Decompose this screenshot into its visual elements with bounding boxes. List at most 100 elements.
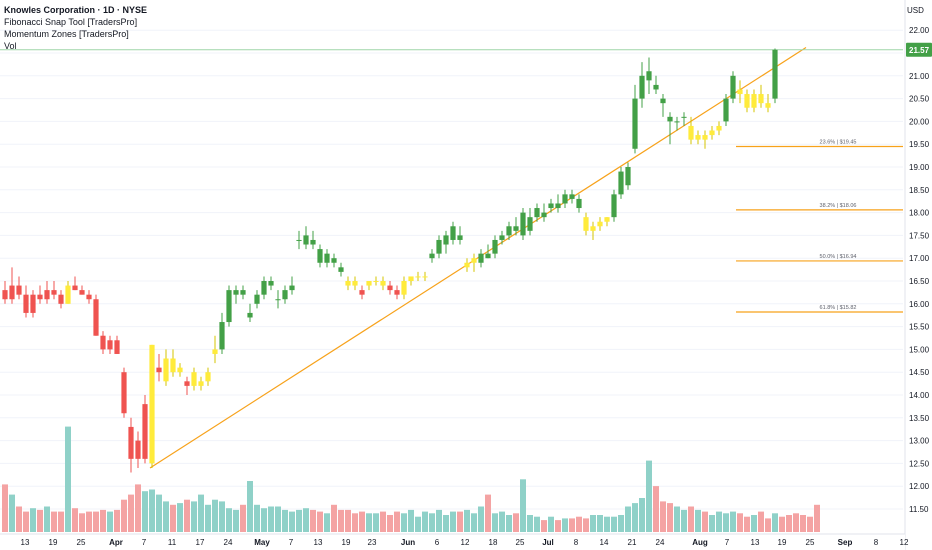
candle[interactable] xyxy=(548,198,554,213)
candle[interactable] xyxy=(415,271,421,281)
candle[interactable] xyxy=(2,281,8,304)
candle[interactable] xyxy=(121,367,127,418)
candle[interactable] xyxy=(436,235,442,259)
candle[interactable] xyxy=(219,312,225,354)
candle[interactable] xyxy=(198,376,204,391)
candle[interactable] xyxy=(135,431,141,468)
symbol-title[interactable]: Knowles Corporation · 1D · NYSE xyxy=(4,5,148,15)
candle[interactable] xyxy=(688,116,694,145)
candle[interactable] xyxy=(443,230,449,254)
last-price-tag[interactable] xyxy=(906,42,932,57)
candle[interactable] xyxy=(79,285,85,295)
candle[interactable] xyxy=(674,116,680,131)
candle[interactable] xyxy=(373,276,379,286)
candle[interactable] xyxy=(212,335,218,364)
candle[interactable] xyxy=(142,395,148,464)
candle[interactable] xyxy=(149,344,155,468)
candle[interactable] xyxy=(184,376,190,395)
candle[interactable] xyxy=(282,285,288,304)
candle[interactable] xyxy=(702,130,708,149)
candle[interactable] xyxy=(107,335,113,354)
candle[interactable] xyxy=(429,249,435,263)
candle[interactable] xyxy=(709,125,715,140)
candle[interactable] xyxy=(177,363,183,377)
candle[interactable] xyxy=(632,84,638,154)
candle[interactable] xyxy=(30,290,36,318)
candle[interactable] xyxy=(296,230,302,250)
candle[interactable] xyxy=(310,230,316,250)
candle[interactable] xyxy=(681,112,687,126)
candle[interactable] xyxy=(583,212,589,236)
candle[interactable] xyxy=(100,331,106,354)
candle[interactable] xyxy=(170,349,176,377)
candle[interactable] xyxy=(338,262,344,277)
candle[interactable] xyxy=(261,276,267,300)
candle[interactable] xyxy=(639,62,645,108)
candle[interactable] xyxy=(72,276,78,291)
candle[interactable] xyxy=(93,294,99,336)
candle[interactable] xyxy=(86,290,92,304)
candle[interactable] xyxy=(331,253,337,268)
candle[interactable] xyxy=(541,203,547,222)
candle[interactable] xyxy=(660,94,666,117)
indicator-fibonacci[interactable]: Fibonacci Snap Tool [TradersPro] xyxy=(4,17,138,27)
candle[interactable] xyxy=(716,121,722,136)
candle[interactable] xyxy=(345,276,351,291)
candle[interactable] xyxy=(457,226,463,245)
candle[interactable] xyxy=(58,290,64,309)
candle[interactable] xyxy=(765,94,771,113)
candle[interactable] xyxy=(562,189,568,209)
candle[interactable] xyxy=(247,303,253,323)
candle[interactable] xyxy=(352,276,358,291)
candle[interactable] xyxy=(114,335,120,354)
candle[interactable] xyxy=(723,94,729,126)
candle[interactable] xyxy=(408,276,414,286)
candle[interactable] xyxy=(156,353,162,382)
candle[interactable] xyxy=(520,208,526,240)
candle[interactable] xyxy=(380,276,386,291)
candle[interactable] xyxy=(16,276,22,300)
candle[interactable] xyxy=(737,80,743,104)
candle[interactable] xyxy=(625,162,631,190)
candle[interactable] xyxy=(163,349,169,386)
candle[interactable] xyxy=(387,281,393,295)
candle[interactable] xyxy=(485,244,491,259)
candle[interactable] xyxy=(275,290,281,309)
candle[interactable] xyxy=(9,267,15,304)
candle[interactable] xyxy=(128,417,134,473)
candle[interactable] xyxy=(359,285,365,300)
candle[interactable] xyxy=(618,167,624,199)
candle[interactable] xyxy=(492,235,498,259)
candle[interactable] xyxy=(394,285,400,300)
candle[interactable] xyxy=(471,253,477,272)
candle[interactable] xyxy=(478,249,484,268)
candle[interactable] xyxy=(758,84,764,108)
candle[interactable] xyxy=(450,221,456,245)
candle[interactable] xyxy=(653,75,659,95)
candle[interactable] xyxy=(499,230,505,245)
candle[interactable] xyxy=(44,281,50,304)
candle[interactable] xyxy=(422,271,428,281)
candle[interactable] xyxy=(772,48,778,104)
candle[interactable] xyxy=(646,57,652,95)
candle[interactable] xyxy=(317,244,323,268)
candle[interactable] xyxy=(611,189,617,222)
candle[interactable] xyxy=(569,189,575,204)
candle[interactable] xyxy=(590,221,596,240)
candle[interactable] xyxy=(597,217,603,231)
candle[interactable] xyxy=(51,281,57,300)
candle[interactable] xyxy=(555,194,561,213)
candle[interactable] xyxy=(695,130,701,145)
candle[interactable] xyxy=(513,217,519,236)
candle[interactable] xyxy=(37,285,43,304)
candle[interactable] xyxy=(240,285,246,300)
candle[interactable] xyxy=(506,221,512,240)
indicator-momentum[interactable]: Momentum Zones [TradersPro] xyxy=(4,29,129,39)
candle[interactable] xyxy=(464,258,470,272)
candle[interactable] xyxy=(268,276,274,291)
candle[interactable] xyxy=(401,276,407,300)
candle[interactable] xyxy=(324,249,330,268)
candle[interactable] xyxy=(254,290,260,309)
candle[interactable] xyxy=(576,194,582,213)
currency-label[interactable]: USD xyxy=(907,6,924,15)
